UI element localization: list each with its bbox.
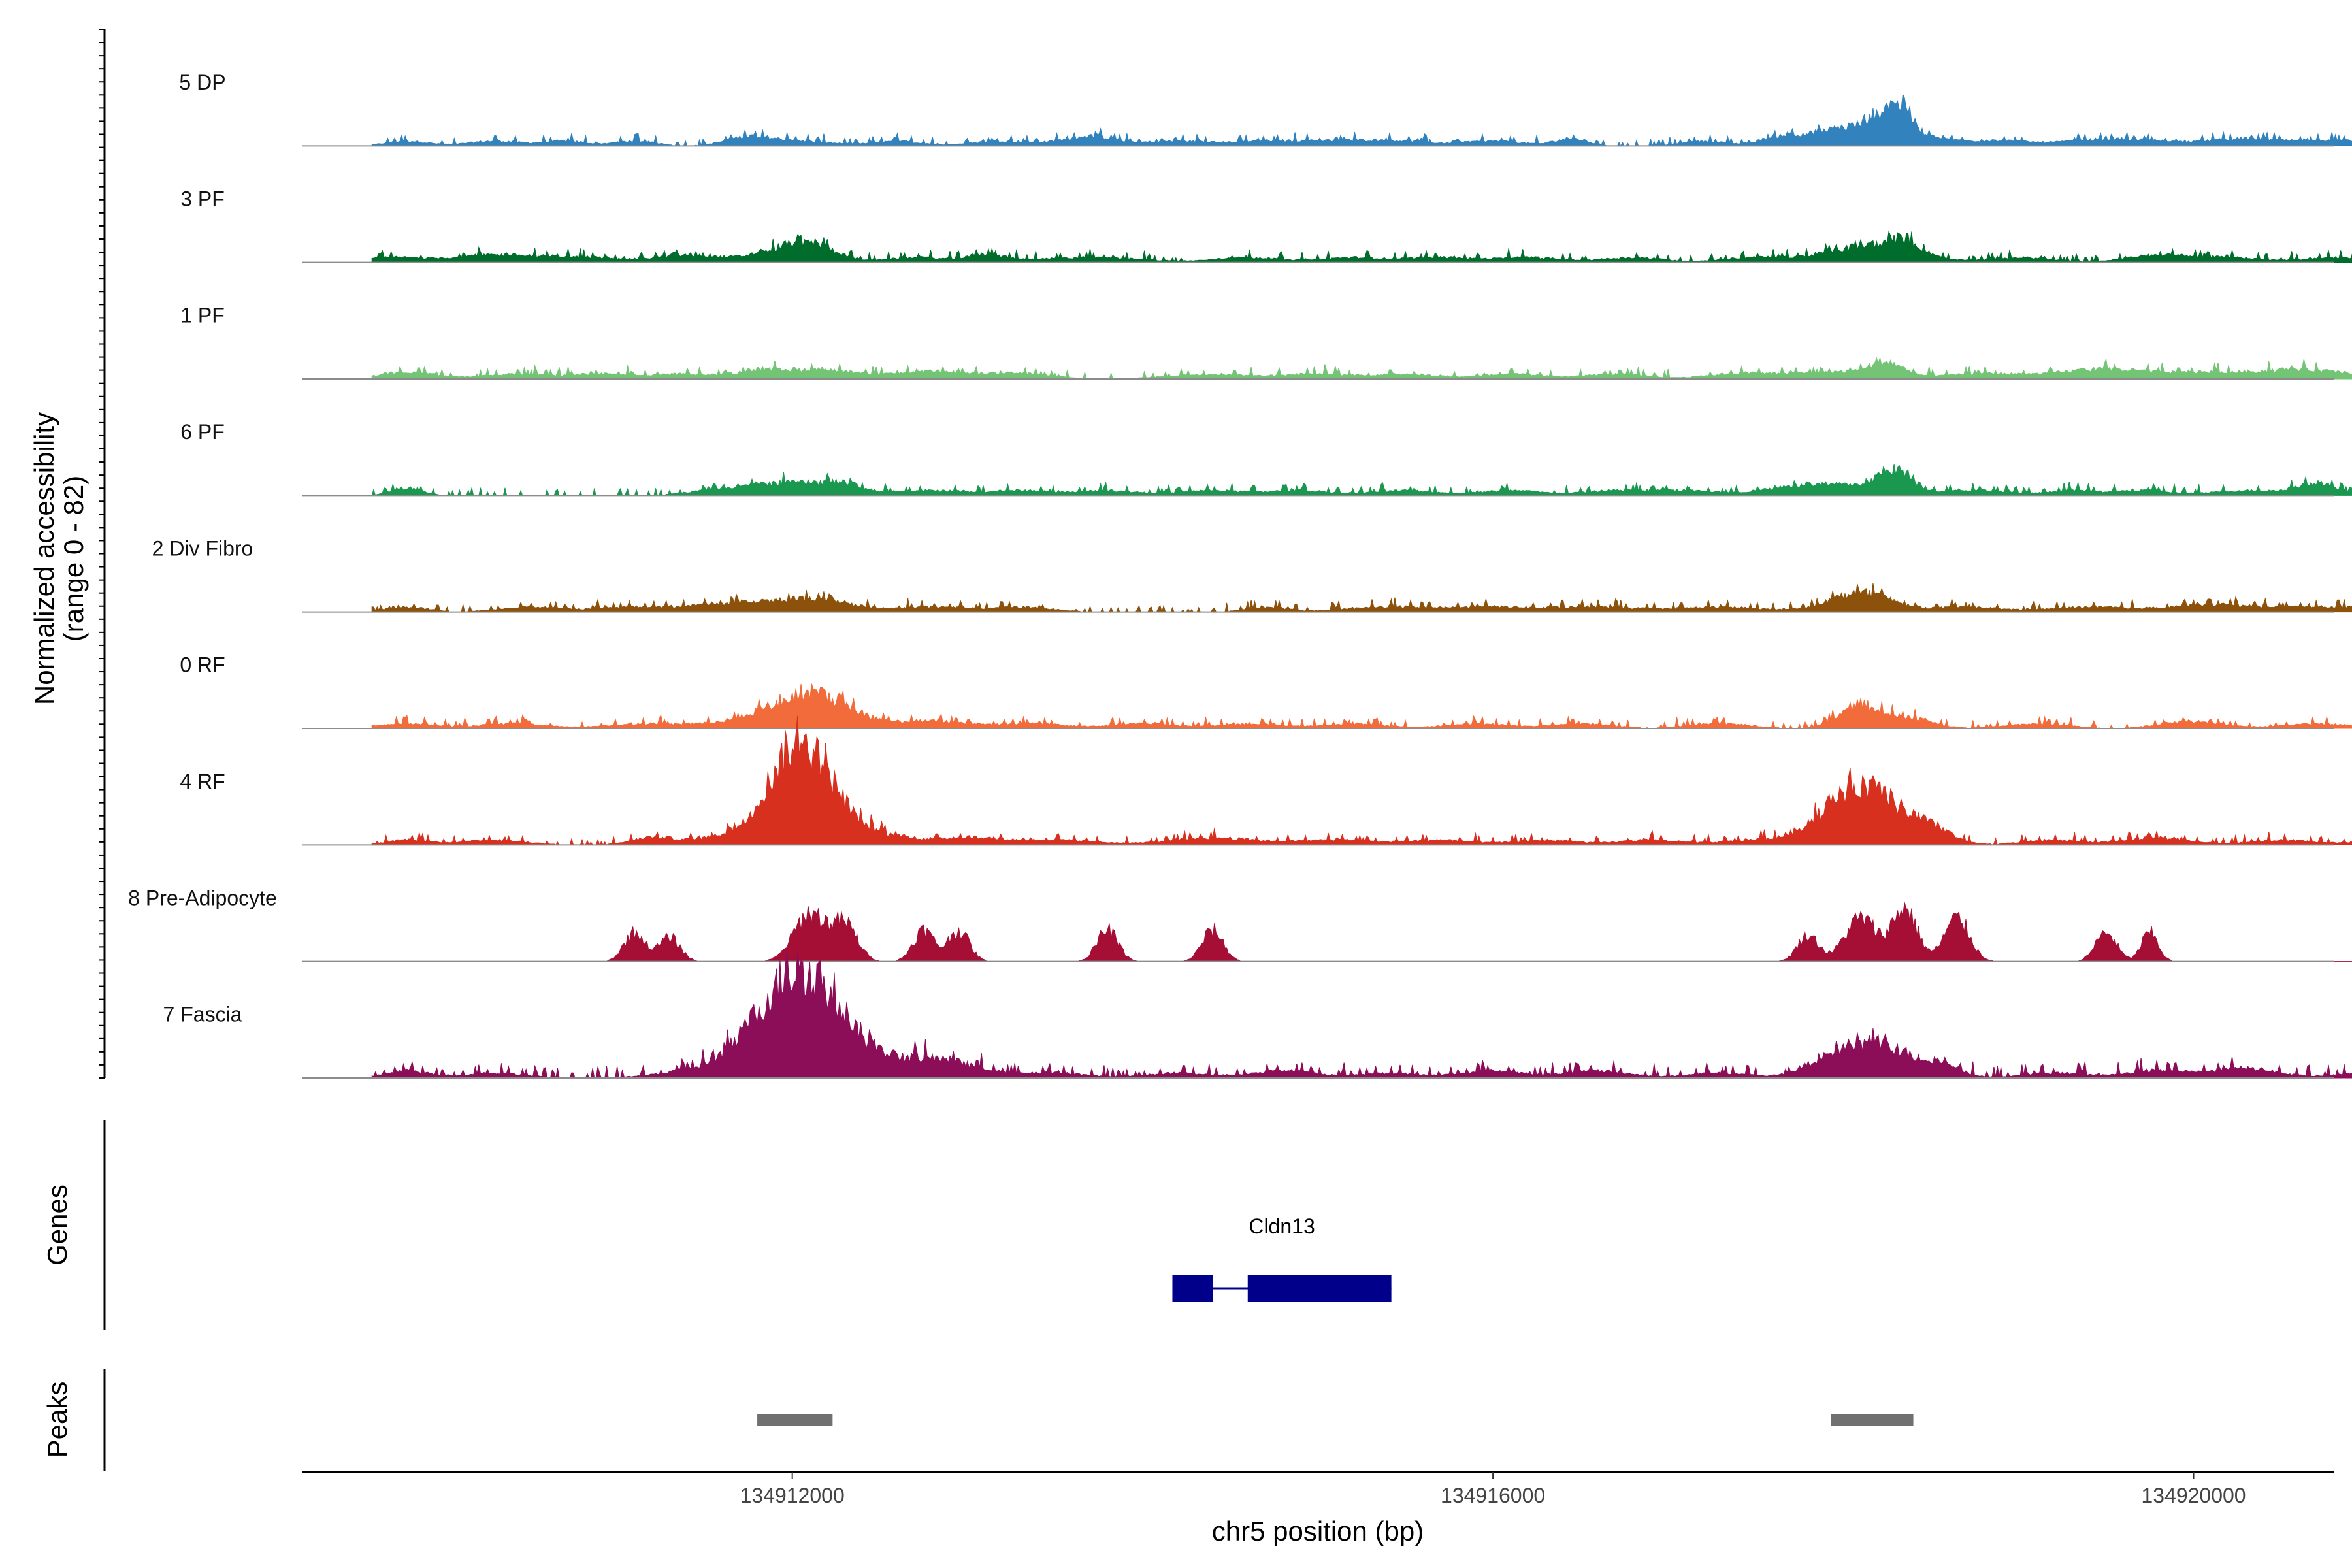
track-label: 7 Fascia xyxy=(163,1003,242,1026)
coverage-area xyxy=(371,93,2352,148)
coverage-tracks: 5 DP 3 PF 1 PF 6 PF 2 Div Fibro 0 RF 4 RF 8 Pre… xyxy=(128,71,2352,1079)
gene-name-label: Cldn13 xyxy=(1249,1215,1315,1238)
y-axis-title-main: Normalized accessibility xyxy=(29,412,59,705)
track-label: 5 DP xyxy=(179,71,225,94)
x-tick-label: 134912000 xyxy=(740,1484,845,1507)
track-label: 3 PF xyxy=(180,187,225,210)
track-2-div-fibro: 2 Div Fibro xyxy=(152,536,2352,613)
gene-exon xyxy=(1172,1275,1213,1302)
y-axis-title: Normalized accessibility (range 0 - 82) xyxy=(29,412,89,705)
genes-panel: Genes Cldn13 xyxy=(42,1120,1392,1330)
coverage-y-axis xyxy=(99,29,106,1079)
genes-label: Genes xyxy=(42,1184,73,1266)
track-label: 0 RF xyxy=(180,653,225,677)
x-tick-label: 134916000 xyxy=(1441,1484,1545,1507)
coverage-area xyxy=(371,583,2352,613)
coverage-area xyxy=(371,230,2352,263)
track-6-pf: 6 PF xyxy=(180,420,2352,497)
coverage-area xyxy=(371,683,2352,729)
coverage-area xyxy=(371,356,2352,380)
peaks-label: Peaks xyxy=(42,1382,73,1458)
coverage-area xyxy=(371,948,2352,1079)
track-7-fascia: 7 Fascia xyxy=(163,948,2352,1079)
coverage-area xyxy=(371,464,2352,497)
coverage-area xyxy=(371,715,2352,846)
track-4-rf: 4 RF xyxy=(180,715,2352,846)
x-axis-title: chr5 position (bp) xyxy=(1212,1516,1424,1546)
y-axis-title-range: (range 0 - 82) xyxy=(58,476,89,642)
peaks-panel: Peaks xyxy=(42,1369,1914,1471)
x-axis: chr5 position (bp) 134912000 134916000 134… xyxy=(302,1471,2334,1546)
track-8-pre-adipocyte: 8 Pre-Adipocyte xyxy=(128,886,2352,962)
track-label: 1 PF xyxy=(180,304,225,327)
peak-region xyxy=(1831,1414,1914,1426)
track-label: 6 PF xyxy=(180,420,225,444)
track-1-pf: 1 PF xyxy=(180,304,2352,380)
track-0-rf: 0 RF xyxy=(180,653,2352,729)
peak-region xyxy=(757,1414,833,1426)
gene-exon xyxy=(1247,1275,1392,1302)
track-label: 4 RF xyxy=(180,770,225,793)
coverage-area xyxy=(371,902,2352,962)
gene-cldn13: Cldn13 xyxy=(1172,1215,1392,1302)
track-3-pf: 3 PF xyxy=(180,187,2352,263)
x-tick-label: 134920000 xyxy=(2141,1484,2246,1507)
track-5-dp: 5 DP xyxy=(179,71,2352,148)
track-label: 8 Pre-Adipocyte xyxy=(128,886,277,909)
track-label: 2 Div Fibro xyxy=(152,536,253,560)
